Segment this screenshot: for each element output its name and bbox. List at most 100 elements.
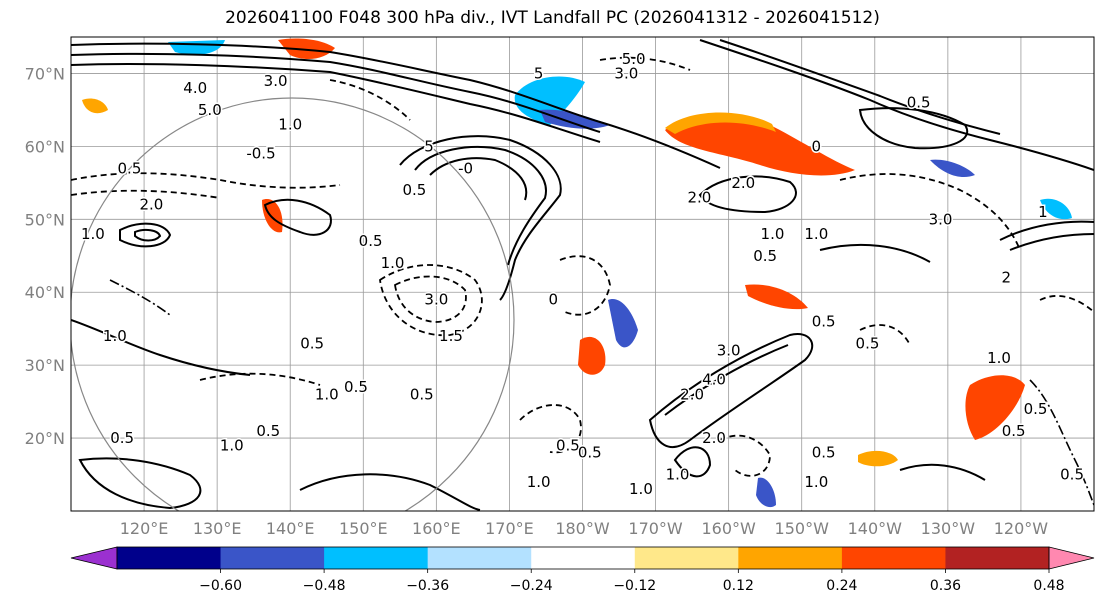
contour-label: 5.0	[198, 101, 222, 119]
contour-label: 0.5	[1060, 466, 1084, 484]
map-title: 2026041100 F048 300 hPa div., IVT Landfa…	[225, 8, 880, 28]
contour-label: 1.0	[629, 480, 653, 498]
contour-label: 1.0	[804, 473, 828, 491]
colorbar-extend-low	[70, 546, 118, 570]
colorbar-tick-label: 0.36	[930, 578, 961, 594]
colorbar-tick-label: −0.36	[406, 578, 449, 594]
colorbar-extend-high	[1048, 546, 1095, 570]
lon-tick-label: 170°E	[485, 519, 534, 538]
contour-label: 0.5	[300, 334, 324, 352]
contour-label: 0	[548, 291, 558, 309]
contour-label: 2.0	[731, 174, 755, 192]
contour-label: 0.5	[578, 444, 602, 462]
shade-blue	[514, 76, 585, 125]
contour-label: 0.5	[907, 94, 931, 112]
contour-label: -0	[458, 159, 473, 177]
contour-label: 0.5	[410, 385, 434, 403]
contour-label: 0.5	[344, 378, 368, 396]
colorbar-bin	[427, 547, 532, 569]
contour-label: 1.0	[987, 349, 1011, 367]
contour-label: 0.5	[118, 159, 142, 177]
contour-label: 4.0	[183, 79, 207, 97]
colorbar: −0.60 −0.48 −0.36 −0.24 −0.12 0.12 0.24 0.36 0.4…	[70, 546, 1095, 594]
contour-label: 2.0	[139, 196, 163, 214]
lon-tick-label: 140°E	[266, 519, 315, 538]
colorbar-bin	[324, 547, 429, 569]
shade-orange-low	[858, 450, 898, 467]
colorbar-bin	[117, 547, 222, 569]
contour-label: 1	[1038, 203, 1048, 221]
lon-tick-label: 180°W	[555, 519, 610, 538]
contour-lines-dashed	[71, 56, 1094, 477]
lon-tick-label: 120°E	[120, 519, 169, 538]
colorbar-tick-label: 0.24	[826, 578, 857, 594]
shade-yellow	[82, 98, 108, 114]
contour-label: 0.5	[812, 444, 836, 462]
colorbar-bin	[738, 547, 843, 569]
contour-label: 1.0	[381, 254, 405, 272]
contour-label: 1.0	[278, 116, 302, 134]
contour-label: 1.0	[527, 473, 551, 491]
contour-label: 1.0	[315, 385, 339, 403]
contour-label: 2.0	[680, 385, 704, 403]
lon-tick-label: 140°W	[848, 519, 903, 538]
lon-tick-label: 120°W	[994, 519, 1049, 538]
colorbar-tick-label: −0.12	[613, 578, 656, 594]
contour-label: 0.5	[812, 312, 836, 330]
contour-label: 2.0	[687, 188, 711, 206]
colorbar-bin	[841, 547, 946, 569]
contour-label: 4.0	[702, 371, 726, 389]
contour-label: -0.5	[246, 145, 275, 163]
contour-lines	[71, 39, 1094, 511]
contour-label: 3.0	[717, 342, 741, 360]
colorbar-bin	[634, 547, 739, 569]
shade-red-mid	[745, 284, 808, 310]
contour-label: 3.0	[614, 64, 638, 82]
colorbar-frame	[116, 546, 1050, 570]
shade-orange-west	[262, 199, 283, 233]
contour-label: 2.0	[702, 429, 726, 447]
contour-label: 1.0	[804, 225, 828, 243]
contour-label: 3.0	[929, 210, 953, 228]
colorbar-tick-label: −0.60	[199, 578, 242, 594]
contour-label: 1.0	[81, 225, 105, 243]
colorbar-tick-label: −0.24	[510, 578, 553, 594]
shade-orange	[665, 114, 855, 176]
contour-label: 0.5	[556, 436, 580, 454]
contour-label: 3.0	[264, 72, 288, 90]
contour-label: 0.5	[256, 422, 280, 440]
lon-tick-label: 160°E	[412, 519, 461, 538]
lat-tick-label: 50°N	[25, 210, 65, 229]
lon-tick-label: 130°W	[921, 519, 976, 538]
contour-label: 0.5	[1002, 422, 1026, 440]
shade-blue-ne	[930, 159, 975, 178]
lat-tick-label: 70°N	[25, 64, 65, 83]
contour-label: 1.0	[666, 466, 690, 484]
map-frame	[70, 36, 1095, 512]
colorbar-bin	[531, 547, 636, 569]
contour-label: 1.0	[103, 327, 127, 345]
shade-orange-top	[278, 38, 335, 60]
shade-orange-mid	[578, 336, 606, 375]
colorbar-bin	[220, 547, 325, 569]
lat-tick-label: 30°N	[25, 356, 65, 375]
shade-orange-edge	[665, 112, 776, 134]
shade-blue-low	[756, 477, 776, 508]
lat-tick-label: 20°N	[25, 429, 65, 448]
contour-label: 1.0	[761, 225, 785, 243]
contour-label: 3.0	[424, 291, 448, 309]
contour-label: 0.5	[403, 181, 427, 199]
contour-label: 0.5	[359, 232, 383, 250]
lat-tick-label: 60°N	[25, 137, 65, 156]
lon-tick-label: 130°E	[193, 519, 242, 538]
contour-label: 5.0	[622, 50, 646, 68]
contour-label: 1.5	[439, 327, 463, 345]
contour-label: 0.5	[856, 334, 880, 352]
contour-label: 0	[812, 137, 822, 155]
lon-tick-label: 160°W	[701, 519, 756, 538]
contour-lines-dashdot	[109, 279, 1094, 506]
shade-blue-e	[1040, 198, 1072, 220]
reference-circle	[71, 97, 515, 511]
contour-label: 2	[1002, 269, 1012, 287]
